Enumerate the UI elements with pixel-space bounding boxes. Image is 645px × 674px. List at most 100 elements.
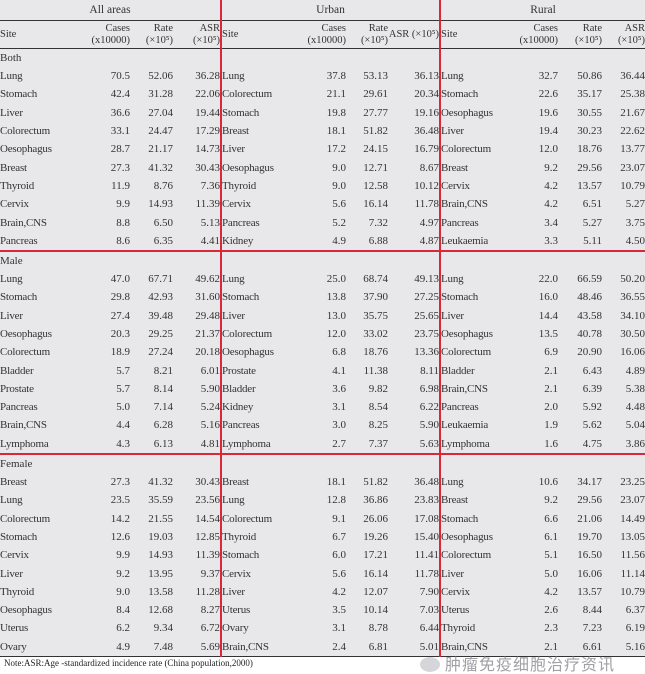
rural-rate-cell: 6.51: [582, 198, 603, 211]
column-header-all-rate: Rate (×10⁵): [130, 20, 173, 49]
urban-cases-cell: 3.1: [332, 622, 347, 635]
urban-rate-cell: 51.82: [363, 125, 389, 138]
rural-cases-cell: 22.6: [538, 88, 559, 101]
rural-rate-cell: 48.46: [577, 291, 603, 304]
rural-cases-cell: 13.5: [538, 328, 559, 340]
rural-site-cell: Brain,CNS: [440, 637, 513, 657]
section-label: Both: [0, 48, 223, 67]
rural-cases-cell: 3.4: [544, 216, 559, 229]
rural-site-cell: Lung: [441, 273, 464, 286]
rural-rate-cell: 29.56: [577, 494, 603, 507]
all-rate-cell: 7.48: [130, 637, 173, 657]
urban-asr-cell: 11.78: [388, 195, 442, 214]
urban-asr-cell: 4.97: [388, 213, 442, 232]
all-site-cell: Oesophagus: [0, 328, 52, 340]
section-label-row: Female: [0, 453, 645, 473]
urban-rate-cell: 8.54: [368, 401, 389, 414]
urban-site-cell: Liver: [222, 309, 245, 322]
rural-site-cell: Colorectum: [441, 143, 491, 156]
table-row: Oesophagus 20.3 29.25 21.37 Colorectum 12.0 33…: [0, 324, 645, 344]
rural-site-cell: Lymphoma: [440, 434, 513, 455]
urban-asr-cell: 49.13: [388, 269, 442, 289]
rural-cases-cell: 32.7: [538, 70, 559, 83]
rural-rate-cell: 50.86: [577, 70, 603, 83]
rural-rate-cell: 8.44: [582, 604, 603, 617]
all-cases-cell: 9.0: [116, 585, 130, 598]
table-row: Breast 27.3 41.32 30.43 Oesophagus 9.0 12.71 8.…: [0, 158, 645, 177]
all-site-cell: Thyroid: [0, 179, 35, 192]
rural-asr-cell: 22.62: [620, 125, 645, 138]
rural-rate-cell: 6.43: [582, 364, 603, 377]
urban-asr-cell: 8.11: [388, 361, 442, 380]
rural-asr-cell: 50.20: [620, 273, 645, 286]
column-header-urban-cases: Cases (x10000): [296, 20, 347, 49]
rural-cases-cell: 4.2: [544, 179, 559, 192]
table-row: Oesophagus 8.4 12.68 8.27 Uterus 3.5 10.14 7.03…: [0, 601, 645, 620]
rural-rate-cell: 30.55: [577, 106, 603, 119]
all-rate-cell: 41.32: [148, 476, 173, 489]
all-asr-cell: 30.43: [173, 158, 223, 177]
rural-site-cell: Uterus: [441, 604, 470, 617]
all-asr-cell: 12.85: [173, 527, 223, 547]
rural-site-cell: Liver: [441, 309, 464, 322]
rural-rate-cell: 30.23: [577, 125, 603, 138]
urban-rate-cell: 19.26: [363, 530, 389, 543]
all-asr-cell: 22.06: [173, 85, 223, 104]
rural-asr-cell: 11.14: [620, 567, 645, 580]
rural-cases-cell: 2.0: [544, 401, 559, 414]
urban-cases-cell: 18.1: [326, 125, 347, 138]
all-cases-cell: 42.4: [110, 88, 130, 101]
urban-cases-cell: 13.8: [326, 291, 347, 304]
rural-rate-cell: 18.76: [577, 143, 603, 156]
urban-site-cell: Thyroid: [222, 179, 257, 192]
urban-rate-cell: 27.77: [363, 106, 389, 119]
all-cases-cell: 23.5: [110, 494, 130, 507]
group-header-all-areas: All areas: [0, 0, 223, 21]
all-rate-cell: 13.95: [148, 567, 173, 580]
urban-rate-cell: 37.90: [363, 291, 389, 304]
urban-cases-cell: 2.4: [296, 637, 347, 657]
table-row: Liver 9.2 13.95 9.37 Cervix 5.6 16.14 11.78 Live…: [0, 564, 645, 583]
all-cases-cell: 9.9: [116, 198, 130, 211]
rural-asr-cell: 10.79: [620, 585, 645, 598]
urban-cases-cell: 3.0: [332, 419, 347, 432]
urban-asr-cell: 20.34: [388, 85, 442, 104]
urban-cases-cell: 6.8: [332, 346, 347, 359]
all-site-cell: Thyroid: [0, 585, 35, 598]
rural-site-cell: Oesophagus: [441, 530, 493, 543]
urban-site-cell: Breast: [222, 476, 249, 489]
rural-asr-cell: 36.55: [620, 291, 645, 304]
all-asr-cell: 14.73: [173, 140, 223, 159]
section-label-spacer: [440, 454, 645, 473]
rural-site-cell: Lung: [441, 70, 464, 83]
all-cases-cell: 20.3: [110, 328, 130, 340]
rural-rate-cell: 40.78: [577, 328, 603, 340]
rural-rate-cell: 5.62: [582, 419, 603, 432]
rural-cases-cell: 6.9: [544, 346, 559, 359]
urban-rate-cell: 6.88: [346, 231, 389, 252]
table-row: Brain,CNS 8.8 6.50 5.13 Pancreas 5.2 7.32 4.97 P…: [0, 213, 645, 232]
all-rate-cell: 24.47: [148, 125, 173, 138]
urban-asr-cell: 36.48: [388, 121, 442, 141]
table-row: Uterus 6.2 9.34 6.72 Ovary 3.1 8.78 6.44 Thyroid…: [0, 619, 645, 638]
rural-rate-cell: 34.17: [577, 476, 603, 489]
rural-cases-cell: 6.1: [544, 530, 559, 543]
urban-site-cell: Cervix: [222, 198, 251, 211]
all-rate-cell: 8.14: [153, 382, 173, 395]
rural-asr-cell: 36.44: [620, 70, 645, 83]
urban-rate-cell: 51.82: [363, 476, 389, 489]
rural-asr-cell: 5.04: [625, 419, 645, 432]
all-site-cell: Brain,CNS: [0, 216, 47, 229]
all-cases-cell: 5.7: [116, 364, 130, 377]
all-cases-cell: 8.8: [116, 216, 130, 229]
all-asr-cell: 29.48: [173, 306, 223, 325]
urban-asr-cell: 5.90: [388, 416, 442, 435]
rural-site-cell: Thyroid: [441, 622, 476, 635]
rural-asr-cell: 14.49: [620, 512, 645, 525]
rural-rate-cell: 66.59: [577, 273, 603, 286]
all-site-cell: Prostate: [0, 382, 34, 395]
rural-cases-cell: 22.0: [538, 273, 559, 286]
rural-cases-cell: 6.6: [544, 512, 559, 525]
urban-site-cell: Thyroid: [222, 530, 257, 543]
urban-site-cell: Liver: [222, 585, 245, 598]
